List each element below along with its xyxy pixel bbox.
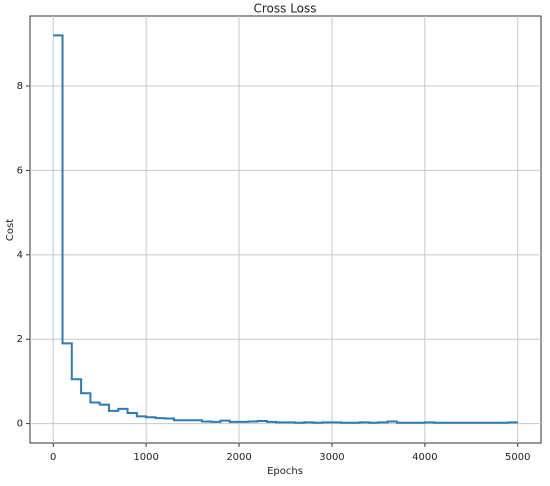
x-axis-label: Epochs (267, 466, 303, 477)
x-tick-label: 2000 (226, 452, 251, 463)
plot-frame (29, 15, 542, 444)
x-tick-label: 3000 (319, 452, 344, 463)
y-tick-label: 0 (17, 419, 23, 430)
y-tick-label: 2 (17, 334, 23, 345)
y-tick-label: 6 (17, 165, 23, 176)
y-tick-label: 4 (17, 250, 23, 261)
x-tick-label: 4000 (412, 452, 437, 463)
x-tick-label: 1000 (133, 452, 158, 463)
y-axis-label: Cost (5, 219, 16, 241)
x-tick-label: 0 (50, 452, 56, 463)
x-tick-label: 5000 (505, 452, 530, 463)
chart-title: Cross Loss (253, 2, 316, 16)
data-line (53, 34, 518, 424)
y-tick-label: 8 (17, 81, 23, 92)
